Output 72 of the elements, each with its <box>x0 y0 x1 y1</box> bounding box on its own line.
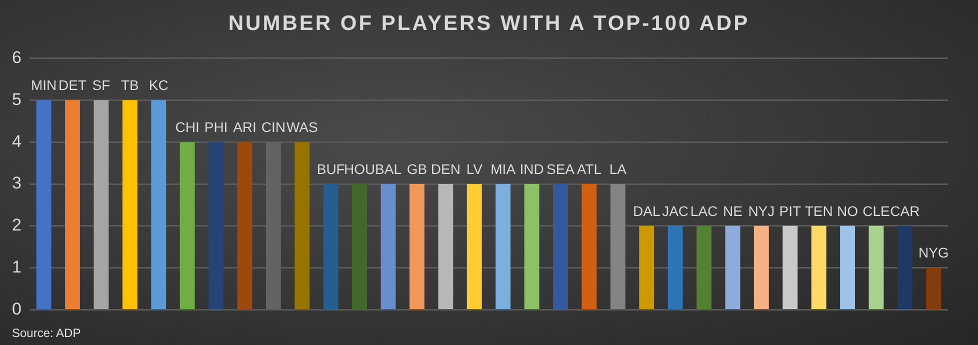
bar <box>868 226 884 310</box>
x-tick-label: BUF <box>316 160 345 177</box>
bar <box>180 142 195 310</box>
x-tick-label: LAC <box>690 202 718 219</box>
x-tick-label: NYG <box>918 244 949 261</box>
x-tick-label: NYJ <box>748 202 775 219</box>
y-tick-label: 2 <box>12 216 22 235</box>
bar <box>352 184 368 310</box>
bar <box>122 100 138 310</box>
x-tick-label: KC <box>148 76 168 93</box>
x-tick-label: NO <box>837 202 858 219</box>
y-tick-label: 3 <box>12 174 22 193</box>
bar <box>380 184 396 310</box>
bar <box>466 184 482 310</box>
x-tick-label: DET <box>58 76 87 93</box>
bar <box>65 100 80 310</box>
x-tick-label: TEN <box>804 202 833 219</box>
x-tick-label: PIT <box>779 202 802 219</box>
bar <box>410 184 424 310</box>
x-tick-label: CAR <box>890 202 920 219</box>
bar <box>208 142 224 310</box>
x-tick-label: CIN <box>261 118 286 135</box>
x-tick-label: DEN <box>430 160 460 177</box>
x-tick-label: HOU <box>344 160 376 177</box>
bar <box>294 142 310 310</box>
bar <box>438 184 454 310</box>
y-tick-label: 6 <box>12 48 22 67</box>
bar <box>323 184 338 310</box>
x-tick-label: IND <box>520 160 544 177</box>
x-tick-label: WAS <box>286 118 318 135</box>
bar <box>754 226 769 310</box>
y-tick-label: 4 <box>12 132 22 151</box>
x-tick-label: SEA <box>546 160 576 177</box>
bar <box>725 226 740 310</box>
bar <box>524 184 540 310</box>
source-note: Source: ADP <box>12 326 81 340</box>
x-tick-label: BAL <box>375 160 402 177</box>
x-tick-label: NE <box>722 202 742 219</box>
bar <box>36 100 52 310</box>
x-tick-label: LV <box>466 160 484 177</box>
x-tick-label: DAL <box>632 202 660 219</box>
bar <box>897 226 912 310</box>
x-tick-label: JAC <box>662 202 689 219</box>
x-tick-label: SF <box>92 76 110 93</box>
y-tick-label: 1 <box>12 258 22 277</box>
chart-title: NUMBER OF PLAYERS WITH A TOP-100 ADP <box>227 12 751 36</box>
x-tick-label: PHI <box>204 118 228 135</box>
bar <box>811 226 826 310</box>
bar <box>151 100 166 310</box>
bar <box>639 226 654 310</box>
x-tick-label: ATL <box>576 160 602 177</box>
bar <box>610 184 626 310</box>
bar <box>668 226 683 310</box>
bar <box>553 184 568 310</box>
y-tick-label: 5 <box>12 90 22 109</box>
x-tick-label: MIA <box>490 160 516 177</box>
y-tick-label: 0 <box>12 299 22 318</box>
x-tick-label: CHI <box>175 118 200 135</box>
x-tick-label: GB <box>406 160 428 177</box>
bar <box>840 226 855 310</box>
bar <box>582 184 597 310</box>
x-tick-label: MIN <box>30 76 57 93</box>
x-tick-label: ARI <box>233 118 256 135</box>
bar <box>926 268 942 310</box>
bar <box>237 142 252 310</box>
bar <box>94 100 109 310</box>
bar <box>496 184 511 310</box>
x-tick-label: TB <box>120 76 139 93</box>
bar <box>782 226 798 310</box>
x-tick-label: CLE <box>862 202 890 219</box>
bar <box>696 226 712 310</box>
x-tick-label: LA <box>609 160 628 177</box>
